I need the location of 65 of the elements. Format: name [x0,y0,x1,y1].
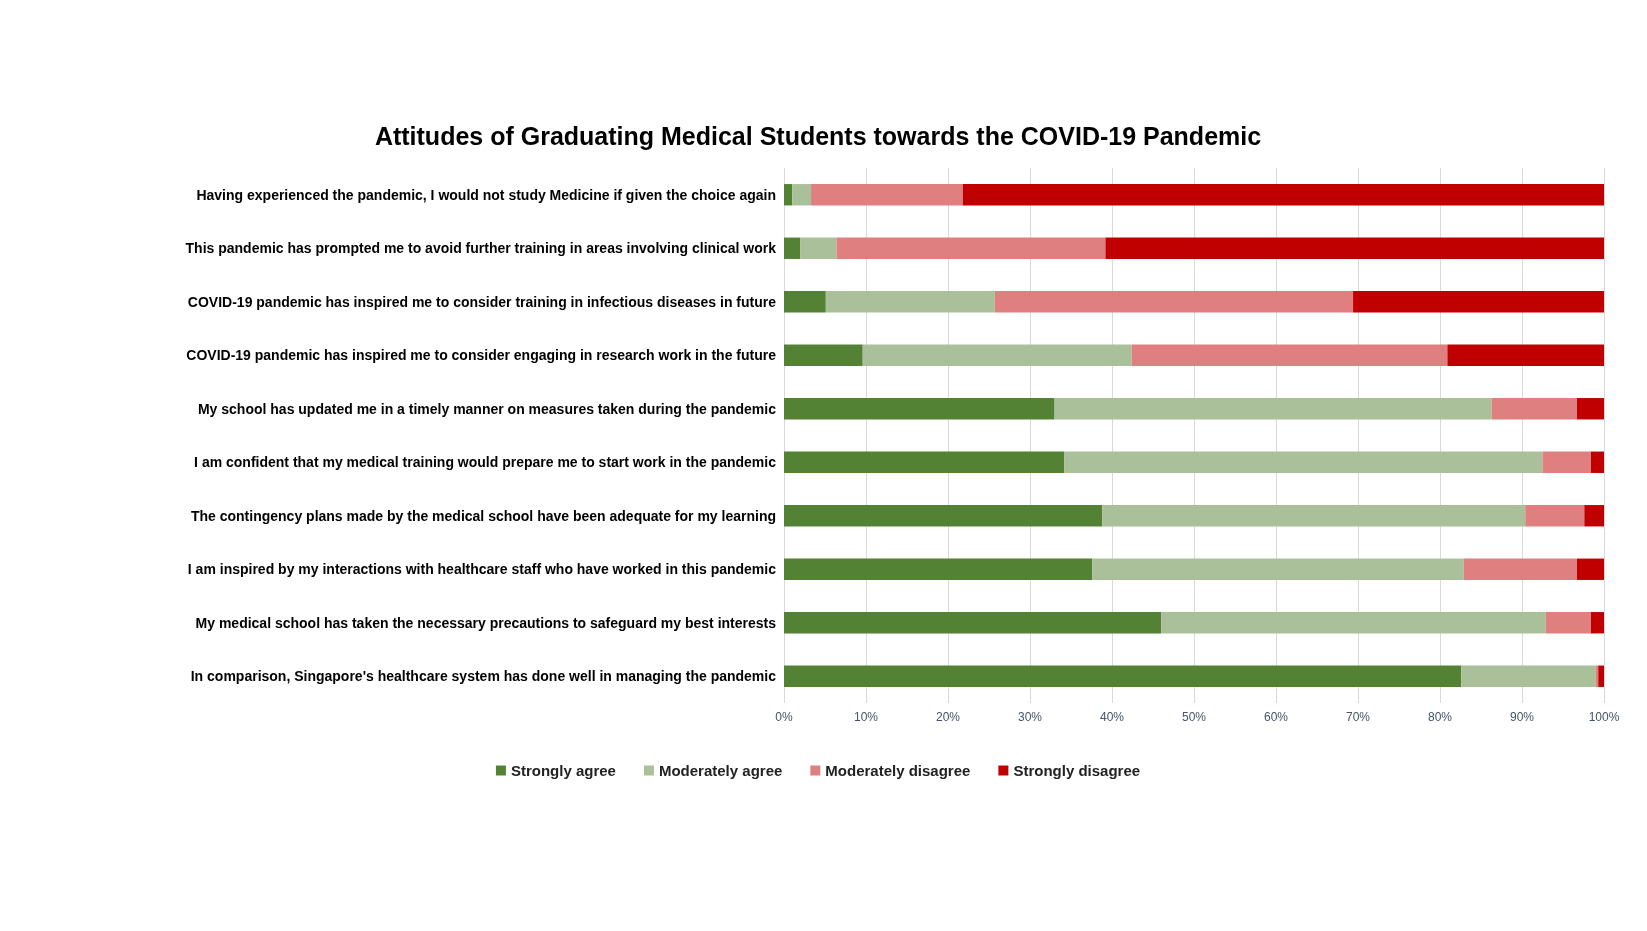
bar [784,558,1093,580]
bar [784,237,801,259]
x-tick-label: 70% [1345,710,1371,724]
bar [1491,398,1577,420]
bar [1447,344,1604,366]
bar [1161,612,1546,634]
bar [1353,291,1604,313]
bar [1542,451,1591,473]
bar [784,291,826,313]
bar [825,291,995,313]
x-tick-label: 30% [1017,710,1043,724]
legend-label: Strongly agree [510,762,616,779]
bar [1576,558,1604,580]
x-tick-label: 60% [1263,710,1289,724]
bar [784,451,1065,473]
x-tick-label: 40% [1099,710,1125,724]
y-tick-label: My school has updated me in a timely manner on measures taken during the pandemic [197,400,777,417]
bar [1461,665,1596,687]
bar [800,237,837,259]
legend-label: Strongly disagree [1013,762,1141,779]
y-tick-label: In comparison, Singapore's healthcare system has done well in managing the pandemic [190,668,777,685]
legend-label: Moderately agree [658,762,783,779]
bar [784,184,793,206]
bar [836,237,1106,259]
legend-label: Moderately disagree [825,762,971,779]
x-tick-label: 80% [1427,710,1453,724]
bar [784,344,863,366]
bar [1102,505,1526,527]
bar [784,665,1462,687]
bar [1598,665,1604,687]
bar [1092,558,1464,580]
bar [1131,344,1448,366]
y-tick-label: I am inspired by my interactions with healthcare staff who have worked in this pandemic [187,561,777,578]
y-tick-label: COVID-19 pandemic has inspired me to consider engaging in research work in the future [186,347,777,364]
bar [1545,612,1591,634]
y-tick-label: My medical school has taken the necessary precautions to safeguard my best interests [195,614,777,631]
bar [1590,451,1604,473]
bar [962,184,1604,206]
x-tick-label: 10% [853,710,879,724]
bar [792,184,812,206]
x-tick-label: 20% [935,710,961,724]
bar [784,398,1055,420]
y-tick-label: I am confident that my medical training would prepare me to start work in the pandemic [194,454,777,471]
x-tick-label: 50% [1181,710,1207,724]
chart-title: Attitudes of Graduating Medical Students towards the COVID-19 Pandemic [374,121,1262,150]
y-tick-label: The contingency plans made by the medical school have been adequate for my learning [190,507,776,524]
bar [1105,237,1604,259]
bar [1590,612,1604,634]
y-tick-label: COVID-19 pandemic has inspired me to consider training in infectious diseases in future [187,293,777,310]
bar [784,612,1162,634]
bar [1576,398,1604,420]
y-tick-label: This pandemic has prompted me to avoid further training in areas involving clinical work [185,240,777,257]
bar [1525,505,1585,527]
bar [784,505,1103,527]
bar [862,344,1132,366]
bar [1054,398,1492,420]
bar [1064,451,1543,473]
bar [994,291,1354,313]
x-tick-label: 100% [1588,710,1620,724]
bar [1463,558,1577,580]
bar [1584,505,1604,527]
x-tick-label: 0% [775,710,793,724]
x-tick-label: 90% [1509,710,1535,724]
bar [811,184,963,206]
y-tick-label: Having experienced the pandemic, I would not study Medicine if given the choice again [196,186,776,203]
